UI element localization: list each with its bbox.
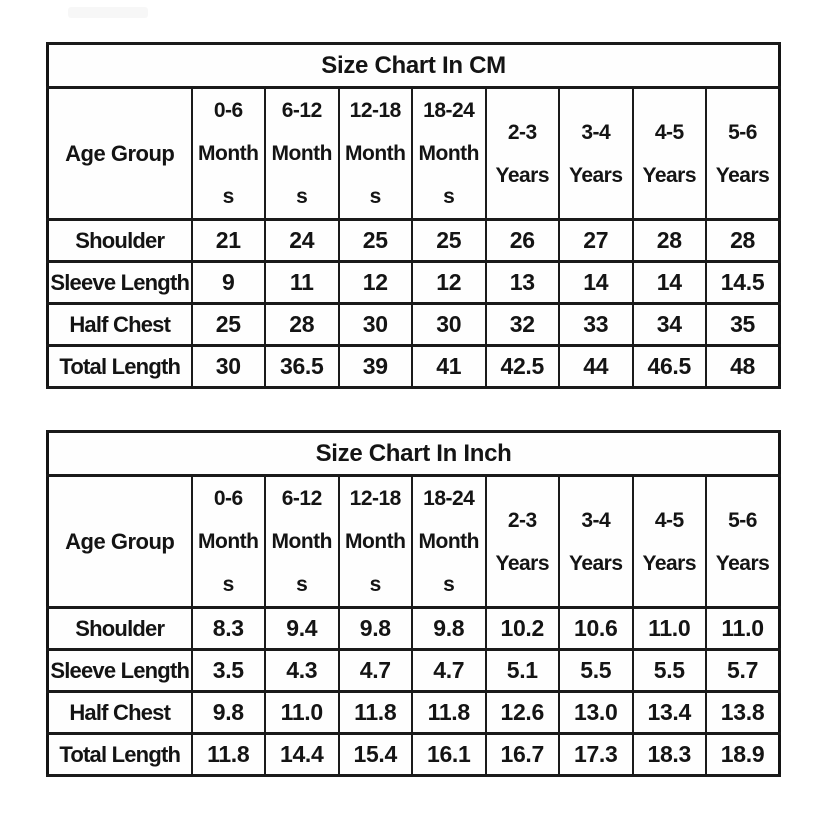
value-cell: 41: [411, 344, 487, 390]
table-title-cm: Size Chart In CM: [46, 42, 781, 89]
value-cell: 21: [190, 218, 266, 264]
column-header-5-6-years: 5-6 Years: [705, 85, 781, 222]
value-cell: 27: [558, 218, 634, 264]
value-cell: 11.8: [337, 690, 413, 736]
column-header-18-24-months: 18-24 Months: [411, 85, 487, 222]
value-cell: 11.0: [705, 606, 781, 652]
row-label-shoulder: Shoulder: [46, 606, 193, 652]
column-header-6-12-months: 6-12 Months: [264, 85, 340, 222]
value-cell: 5.5: [558, 648, 634, 694]
column-header-5-6-years: 5-6 Years: [705, 473, 781, 610]
value-cell: 46.5: [631, 344, 707, 390]
value-cell: 11.0: [264, 690, 340, 736]
column-header-6-12-months: 6-12 Months: [264, 473, 340, 610]
value-cell: 18.3: [631, 732, 707, 778]
value-cell: 14.5: [705, 260, 781, 306]
column-header-18-24-months: 18-24 Months: [411, 473, 487, 610]
value-cell: 4.3: [264, 648, 340, 694]
column-header-12-18-months: 12-18 Months: [337, 85, 413, 222]
value-cell: 10.2: [484, 606, 560, 652]
row-label-half-chest: Half Chest: [46, 690, 193, 736]
value-cell: 5.1: [484, 648, 560, 694]
value-cell: 26: [484, 218, 560, 264]
value-cell: 25: [337, 218, 413, 264]
value-cell: 32: [484, 302, 560, 348]
value-cell: 42.5: [484, 344, 560, 390]
table-title-inch: Size Chart In Inch: [46, 430, 781, 477]
value-cell: 28: [264, 302, 340, 348]
value-cell: 11: [264, 260, 340, 306]
value-cell: 48: [705, 344, 781, 390]
watermark-smudge: [68, 7, 148, 18]
value-cell: 25: [411, 218, 487, 264]
value-cell: 36.5: [264, 344, 340, 390]
value-cell: 13: [484, 260, 560, 306]
value-cell: 25: [190, 302, 266, 348]
value-cell: 14: [631, 260, 707, 306]
column-header-4-5-years: 4-5 Years: [631, 85, 707, 222]
value-cell: 16.7: [484, 732, 560, 778]
value-cell: 11.8: [190, 732, 266, 778]
value-cell: 28: [631, 218, 707, 264]
value-cell: 30: [411, 302, 487, 348]
value-cell: 28: [705, 218, 781, 264]
value-cell: 9: [190, 260, 266, 306]
row-label-total-length: Total Length: [46, 344, 193, 390]
value-cell: 13.0: [558, 690, 634, 736]
value-cell: 9.8: [337, 606, 413, 652]
value-cell: 5.7: [705, 648, 781, 694]
value-cell: 8.3: [190, 606, 266, 652]
row-label-shoulder: Shoulder: [46, 218, 193, 264]
value-cell: 11.0: [631, 606, 707, 652]
value-cell: 12.6: [484, 690, 560, 736]
value-cell: 13.8: [705, 690, 781, 736]
value-cell: 9.4: [264, 606, 340, 652]
value-cell: 17.3: [558, 732, 634, 778]
value-cell: 10.6: [558, 606, 634, 652]
value-cell: 14.4: [264, 732, 340, 778]
value-cell: 18.9: [705, 732, 781, 778]
row-label-sleeve-length: Sleeve Length: [46, 260, 193, 306]
column-header-age-group: Age Group: [46, 473, 193, 610]
column-header-2-3-years: 2-3 Years: [484, 85, 560, 222]
column-header-12-18-months: 12-18 Months: [337, 473, 413, 610]
value-cell: 13.4: [631, 690, 707, 736]
row-label-sleeve-length: Sleeve Length: [46, 648, 193, 694]
value-cell: 16.1: [411, 732, 487, 778]
value-cell: 34: [631, 302, 707, 348]
column-header-4-5-years: 4-5 Years: [631, 473, 707, 610]
value-cell: 4.7: [337, 648, 413, 694]
column-header-3-4-years: 3-4 Years: [558, 85, 634, 222]
value-cell: 3.5: [190, 648, 266, 694]
column-header-age-group: Age Group: [46, 85, 193, 222]
column-header-0-6-months: 0-6 Months: [190, 85, 266, 222]
value-cell: 44: [558, 344, 634, 390]
value-cell: 24: [264, 218, 340, 264]
value-cell: 35: [705, 302, 781, 348]
value-cell: 15.4: [337, 732, 413, 778]
value-cell: 9.8: [411, 606, 487, 652]
row-label-total-length: Total Length: [46, 732, 193, 778]
column-header-3-4-years: 3-4 Years: [558, 473, 634, 610]
value-cell: 12: [337, 260, 413, 306]
value-cell: 5.5: [631, 648, 707, 694]
value-cell: 9.8: [190, 690, 266, 736]
value-cell: 14: [558, 260, 634, 306]
size-chart-cm-table: Size Chart In CM Age Group 0-6 Months 6-…: [46, 42, 782, 390]
value-cell: 4.7: [411, 648, 487, 694]
column-header-0-6-months: 0-6 Months: [190, 473, 266, 610]
value-cell: 11.8: [411, 690, 487, 736]
value-cell: 12: [411, 260, 487, 306]
row-label-half-chest: Half Chest: [46, 302, 193, 348]
column-header-2-3-years: 2-3 Years: [484, 473, 560, 610]
size-chart-inch-table: Size Chart In Inch Age Group 0-6 Months …: [46, 430, 782, 778]
value-cell: 33: [558, 302, 634, 348]
value-cell: 30: [190, 344, 266, 390]
value-cell: 39: [337, 344, 413, 390]
value-cell: 30: [337, 302, 413, 348]
